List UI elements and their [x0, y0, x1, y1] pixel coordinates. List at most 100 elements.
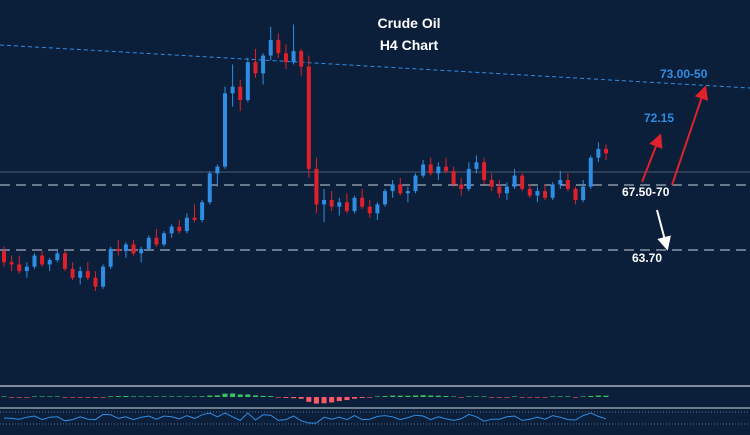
candle-body — [543, 191, 548, 198]
macd-bar — [496, 397, 502, 398]
macd-bar — [192, 396, 198, 397]
macd-bar — [153, 396, 159, 397]
candle-body — [428, 164, 433, 174]
candle-body — [131, 244, 136, 254]
macd-bar — [390, 395, 396, 397]
macd-bar — [397, 395, 403, 397]
macd-bar — [39, 396, 45, 397]
macd-bar — [329, 397, 335, 403]
candle-body — [322, 200, 327, 205]
candle-body — [581, 186, 586, 200]
macd-bar — [176, 396, 182, 397]
macd-bar — [519, 397, 525, 398]
candle-body — [169, 226, 174, 234]
candle-body — [215, 166, 220, 174]
candle-body — [527, 188, 532, 196]
macd-bar — [138, 396, 144, 397]
macd-bar — [169, 396, 175, 397]
candle-body — [261, 55, 266, 74]
candle-body — [520, 175, 525, 189]
macd-bar — [595, 395, 601, 397]
macd-bar — [283, 397, 289, 398]
candle-body — [398, 184, 403, 194]
candle-body — [283, 53, 288, 63]
candle-body — [443, 166, 448, 172]
arrow-down-to-63-icon — [656, 209, 671, 251]
macd-bar — [534, 397, 540, 398]
macd-bar — [131, 396, 137, 397]
macd-bar — [306, 397, 312, 402]
candle-body — [62, 253, 67, 269]
macd-bar — [344, 397, 350, 401]
candle-body — [604, 148, 608, 154]
candle-body — [489, 180, 494, 187]
candle-body — [482, 162, 487, 180]
candle-body — [314, 168, 319, 205]
macd-bar — [557, 396, 563, 397]
macd-bar — [382, 396, 388, 397]
candle-body — [474, 162, 479, 169]
candle-body — [375, 204, 380, 214]
level-label-lower: 63.70 — [632, 251, 662, 265]
macd-bar — [16, 397, 22, 398]
candle-body — [32, 255, 37, 267]
candle-body — [139, 248, 144, 254]
macd-bar — [54, 396, 60, 397]
macd-bar — [458, 397, 464, 398]
candle-body — [344, 202, 349, 212]
macd-bar — [184, 396, 190, 397]
candle-body — [573, 188, 578, 200]
macd-bar — [489, 397, 495, 398]
candle-body — [162, 233, 167, 245]
macd-bar — [100, 397, 106, 398]
candle-body — [24, 266, 29, 272]
candle-body — [230, 86, 235, 94]
macd-bar — [580, 396, 586, 397]
macd-bar — [412, 395, 418, 397]
candle-body — [337, 202, 342, 207]
chart-title-line1: Crude Oil — [377, 15, 440, 31]
candle-body — [306, 66, 311, 169]
candle-body — [421, 164, 426, 176]
candle-body — [466, 168, 471, 189]
macd-bar — [565, 396, 571, 397]
candle-body — [291, 51, 296, 63]
macd-bar — [108, 396, 114, 397]
macd-bar — [77, 397, 83, 398]
candle-body — [367, 206, 372, 214]
arrow-up-to-73-icon — [671, 85, 709, 186]
macd-bar — [214, 395, 220, 397]
candle-body — [55, 253, 60, 260]
candle-body — [146, 237, 151, 249]
macd-bar — [367, 397, 373, 398]
oscillator-line — [3, 412, 607, 424]
candle-body — [17, 264, 22, 272]
arrow-up-to-72-icon — [641, 133, 663, 183]
macd-bar — [115, 396, 121, 397]
candle-body — [85, 271, 90, 278]
macd-bar — [321, 397, 327, 404]
candle-body — [558, 180, 563, 185]
macd-bar — [298, 397, 304, 399]
macd-bar — [451, 396, 457, 397]
arrows-layer — [641, 85, 709, 251]
candle-body — [177, 226, 182, 232]
macd-bar — [313, 397, 319, 404]
level-label-upper: 67.50-70 — [622, 185, 670, 199]
macd-bar — [252, 395, 258, 397]
macd-histogram — [1, 393, 609, 404]
macd-bar — [1, 396, 7, 397]
candle-body — [497, 186, 502, 194]
candle-body — [123, 244, 128, 252]
candle-body — [352, 197, 357, 212]
macd-bar — [603, 395, 609, 397]
candle-body — [40, 255, 45, 265]
macd-bar — [260, 395, 266, 397]
candle-body — [78, 271, 83, 278]
macd-bar — [47, 396, 53, 397]
candle-body — [2, 251, 6, 263]
candle-body — [238, 86, 243, 100]
candle-body — [116, 248, 121, 252]
candle-body — [200, 202, 205, 220]
